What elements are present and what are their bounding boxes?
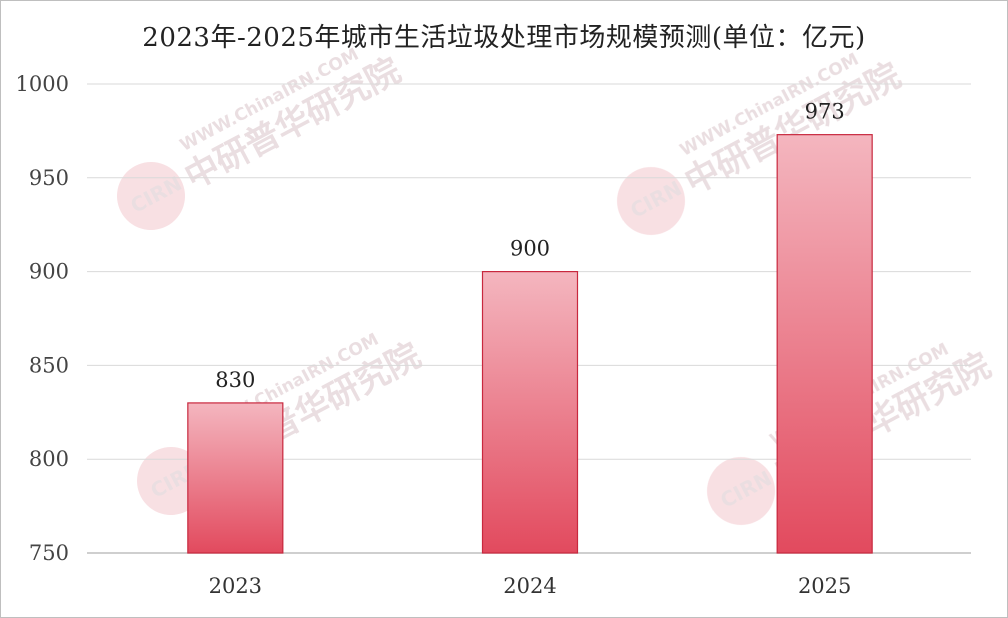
bar-2023 — [187, 402, 284, 554]
bars — [187, 134, 873, 554]
bar-2025 — [776, 134, 873, 554]
y-tick-label: 1000 — [16, 72, 69, 96]
chart-title: 2023年-2025年城市生活垃圾处理市场规模预测(单位：亿元) — [142, 23, 866, 53]
data-labels: 830 900 973 — [215, 100, 844, 392]
data-label-2023: 830 — [215, 368, 255, 392]
y-tick-label: 850 — [29, 353, 69, 377]
y-tick-label: 750 — [29, 541, 69, 565]
y-tick-label: 950 — [29, 166, 69, 190]
y-tick-label: 900 — [29, 260, 69, 284]
x-axis-categories: 2023 2024 2025 — [209, 574, 852, 598]
y-tick-label: 800 — [29, 447, 69, 471]
x-tick-label-2023: 2023 — [209, 574, 262, 598]
watermark-logo-icon — [707, 457, 775, 525]
watermark-logo-icon — [617, 167, 685, 235]
data-label-2025: 973 — [805, 100, 845, 124]
data-label-2024: 900 — [510, 237, 550, 261]
y-axis-ticks: 750 800 850 900 950 1000 — [16, 72, 69, 565]
bar-2024 — [481, 271, 579, 554]
watermark-logo-icon — [117, 162, 185, 230]
x-tick-label-2024: 2024 — [503, 574, 556, 598]
x-tick-label-2025: 2025 — [798, 574, 851, 598]
